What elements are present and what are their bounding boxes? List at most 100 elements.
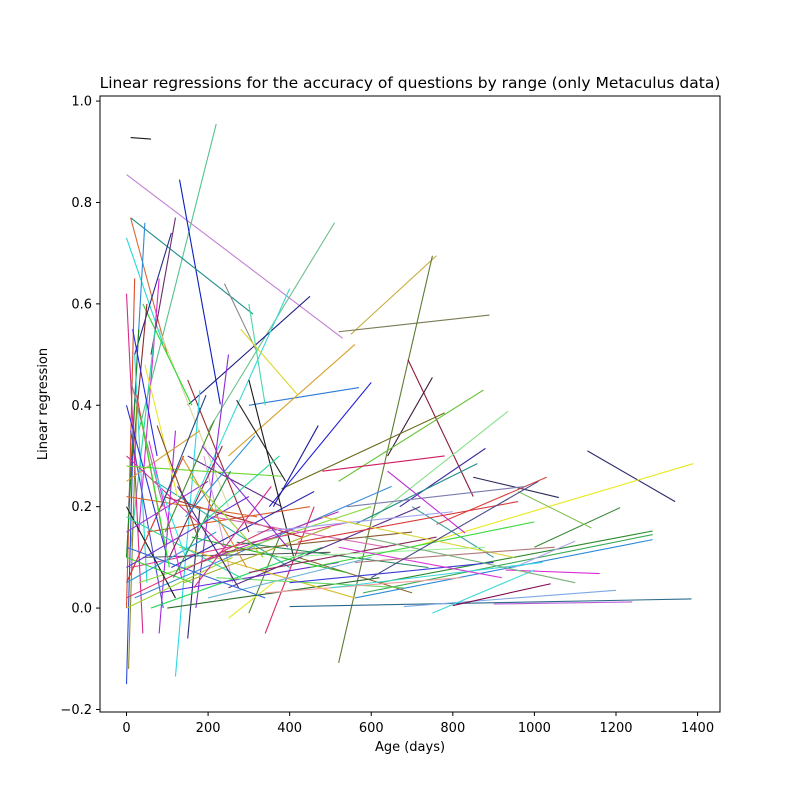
regression-line-3	[138, 123, 217, 431]
regression-line-27	[513, 540, 576, 569]
regression-line-108	[362, 536, 576, 584]
regression-line-23	[289, 598, 692, 608]
regression-line-138	[181, 455, 248, 568]
regression-line-99	[273, 546, 486, 558]
regression-line-49	[236, 399, 287, 482]
regression-line-42	[228, 344, 356, 457]
x-tick-label: 200	[196, 721, 221, 736]
regression-line-68	[174, 390, 201, 677]
regression-line-11	[187, 295, 311, 406]
regression-line-12	[338, 255, 433, 663]
regression-line-10	[207, 222, 336, 431]
regression-line-143	[201, 445, 289, 548]
regression-line-2	[126, 174, 344, 339]
regression-line-83	[179, 546, 356, 599]
chart-title: Linear regressions for the accuracy of q…	[100, 74, 721, 92]
regression-line-114	[126, 430, 201, 482]
regression-line-28	[534, 507, 621, 548]
regression-line-132	[156, 425, 199, 538]
regression-line-44	[223, 283, 258, 353]
y-axis: −0.2 0.0 0.2 0.4 0.6 0.8 1.0	[60, 95, 100, 718]
regression-line-45	[248, 303, 266, 406]
regression-line-36	[387, 470, 466, 534]
regression-line-47	[187, 455, 282, 508]
regression-line-89	[199, 511, 339, 563]
regression-line-6	[130, 217, 168, 355]
regression-line-109	[370, 480, 539, 579]
regression-line-20	[379, 530, 653, 584]
regression-line-98	[265, 577, 462, 594]
regression-line-54	[134, 232, 172, 355]
y-tick-label: 0.2	[71, 500, 92, 515]
regression-line-14	[387, 377, 433, 457]
regression-line-94	[228, 506, 421, 589]
regression-line-13	[407, 359, 474, 497]
regression-line-41	[248, 386, 360, 406]
regression-line-85	[163, 496, 303, 538]
x-tick-label: 0	[122, 721, 130, 736]
regression-line-62	[125, 455, 134, 685]
regression-line-26	[452, 583, 551, 607]
regression-line-81	[159, 561, 339, 594]
regression-line-33	[399, 447, 486, 508]
regression-line-79	[150, 546, 323, 609]
regression-line-125	[130, 379, 164, 507]
regression-line-21	[362, 534, 653, 594]
series-layer	[125, 123, 694, 685]
regression-line-34	[436, 476, 547, 525]
regression-line-141	[193, 486, 272, 589]
regression-line-96	[248, 536, 437, 574]
y-tick-label: 1.0	[71, 95, 92, 110]
regression-line-1	[130, 137, 152, 140]
regression-line-142	[197, 455, 280, 528]
regression-line-121	[126, 495, 258, 518]
regression-line-105	[338, 546, 502, 579]
regression-line-131	[152, 465, 187, 558]
x-tick-label: 600	[359, 721, 384, 736]
regression-line-133	[160, 394, 207, 507]
regression-line-38	[322, 455, 445, 472]
regression-line-135	[168, 445, 223, 558]
regression-line-78	[142, 551, 331, 558]
y-tick-label: 0.6	[71, 297, 92, 312]
regression-line-70	[195, 354, 230, 609]
regression-line-117	[126, 455, 225, 548]
regression-line-90	[207, 556, 372, 599]
regression-line-24	[493, 601, 633, 605]
regression-line-130	[148, 440, 183, 578]
regression-line-74	[228, 582, 274, 619]
plot-frame	[99, 95, 721, 713]
y-tick-label: −0.2	[60, 703, 92, 718]
regression-line-123	[126, 526, 274, 599]
regression-line-52	[158, 329, 230, 507]
regression-line-15	[587, 450, 676, 503]
regression-line-106	[346, 485, 527, 508]
regression-line-107	[354, 546, 555, 563]
x-axis-label: Age (days)	[375, 740, 445, 755]
regression-line-25	[403, 589, 617, 608]
x-tick-label: 400	[277, 721, 302, 736]
regression-line-122	[126, 546, 266, 599]
regression-line-51	[187, 379, 250, 533]
regression-line-40	[268, 382, 372, 508]
regression-line-16	[411, 463, 694, 548]
y-tick-label: 0.4	[71, 399, 92, 414]
x-tick-label: 800	[440, 721, 465, 736]
y-tick-label: 0.0	[71, 602, 92, 617]
regression-line-129	[144, 364, 179, 497]
regression-line-87	[183, 526, 331, 584]
regression-line-86	[171, 490, 315, 568]
regression-line-4	[178, 179, 221, 405]
regression-line-7	[125, 237, 164, 345]
regression-line-104	[330, 561, 543, 589]
regression-line-103	[322, 516, 515, 558]
regression-line-126	[132, 329, 158, 457]
regression-line-53	[142, 303, 193, 406]
regression-line-63	[128, 405, 138, 669]
x-axis: 0 200 400 600 800 1000 1200 1400	[122, 712, 714, 736]
regression-line-134	[164, 420, 215, 533]
x-tick-label: 1200	[599, 721, 632, 736]
regression-line-91	[212, 516, 388, 548]
regression-line-48	[272, 425, 319, 507]
